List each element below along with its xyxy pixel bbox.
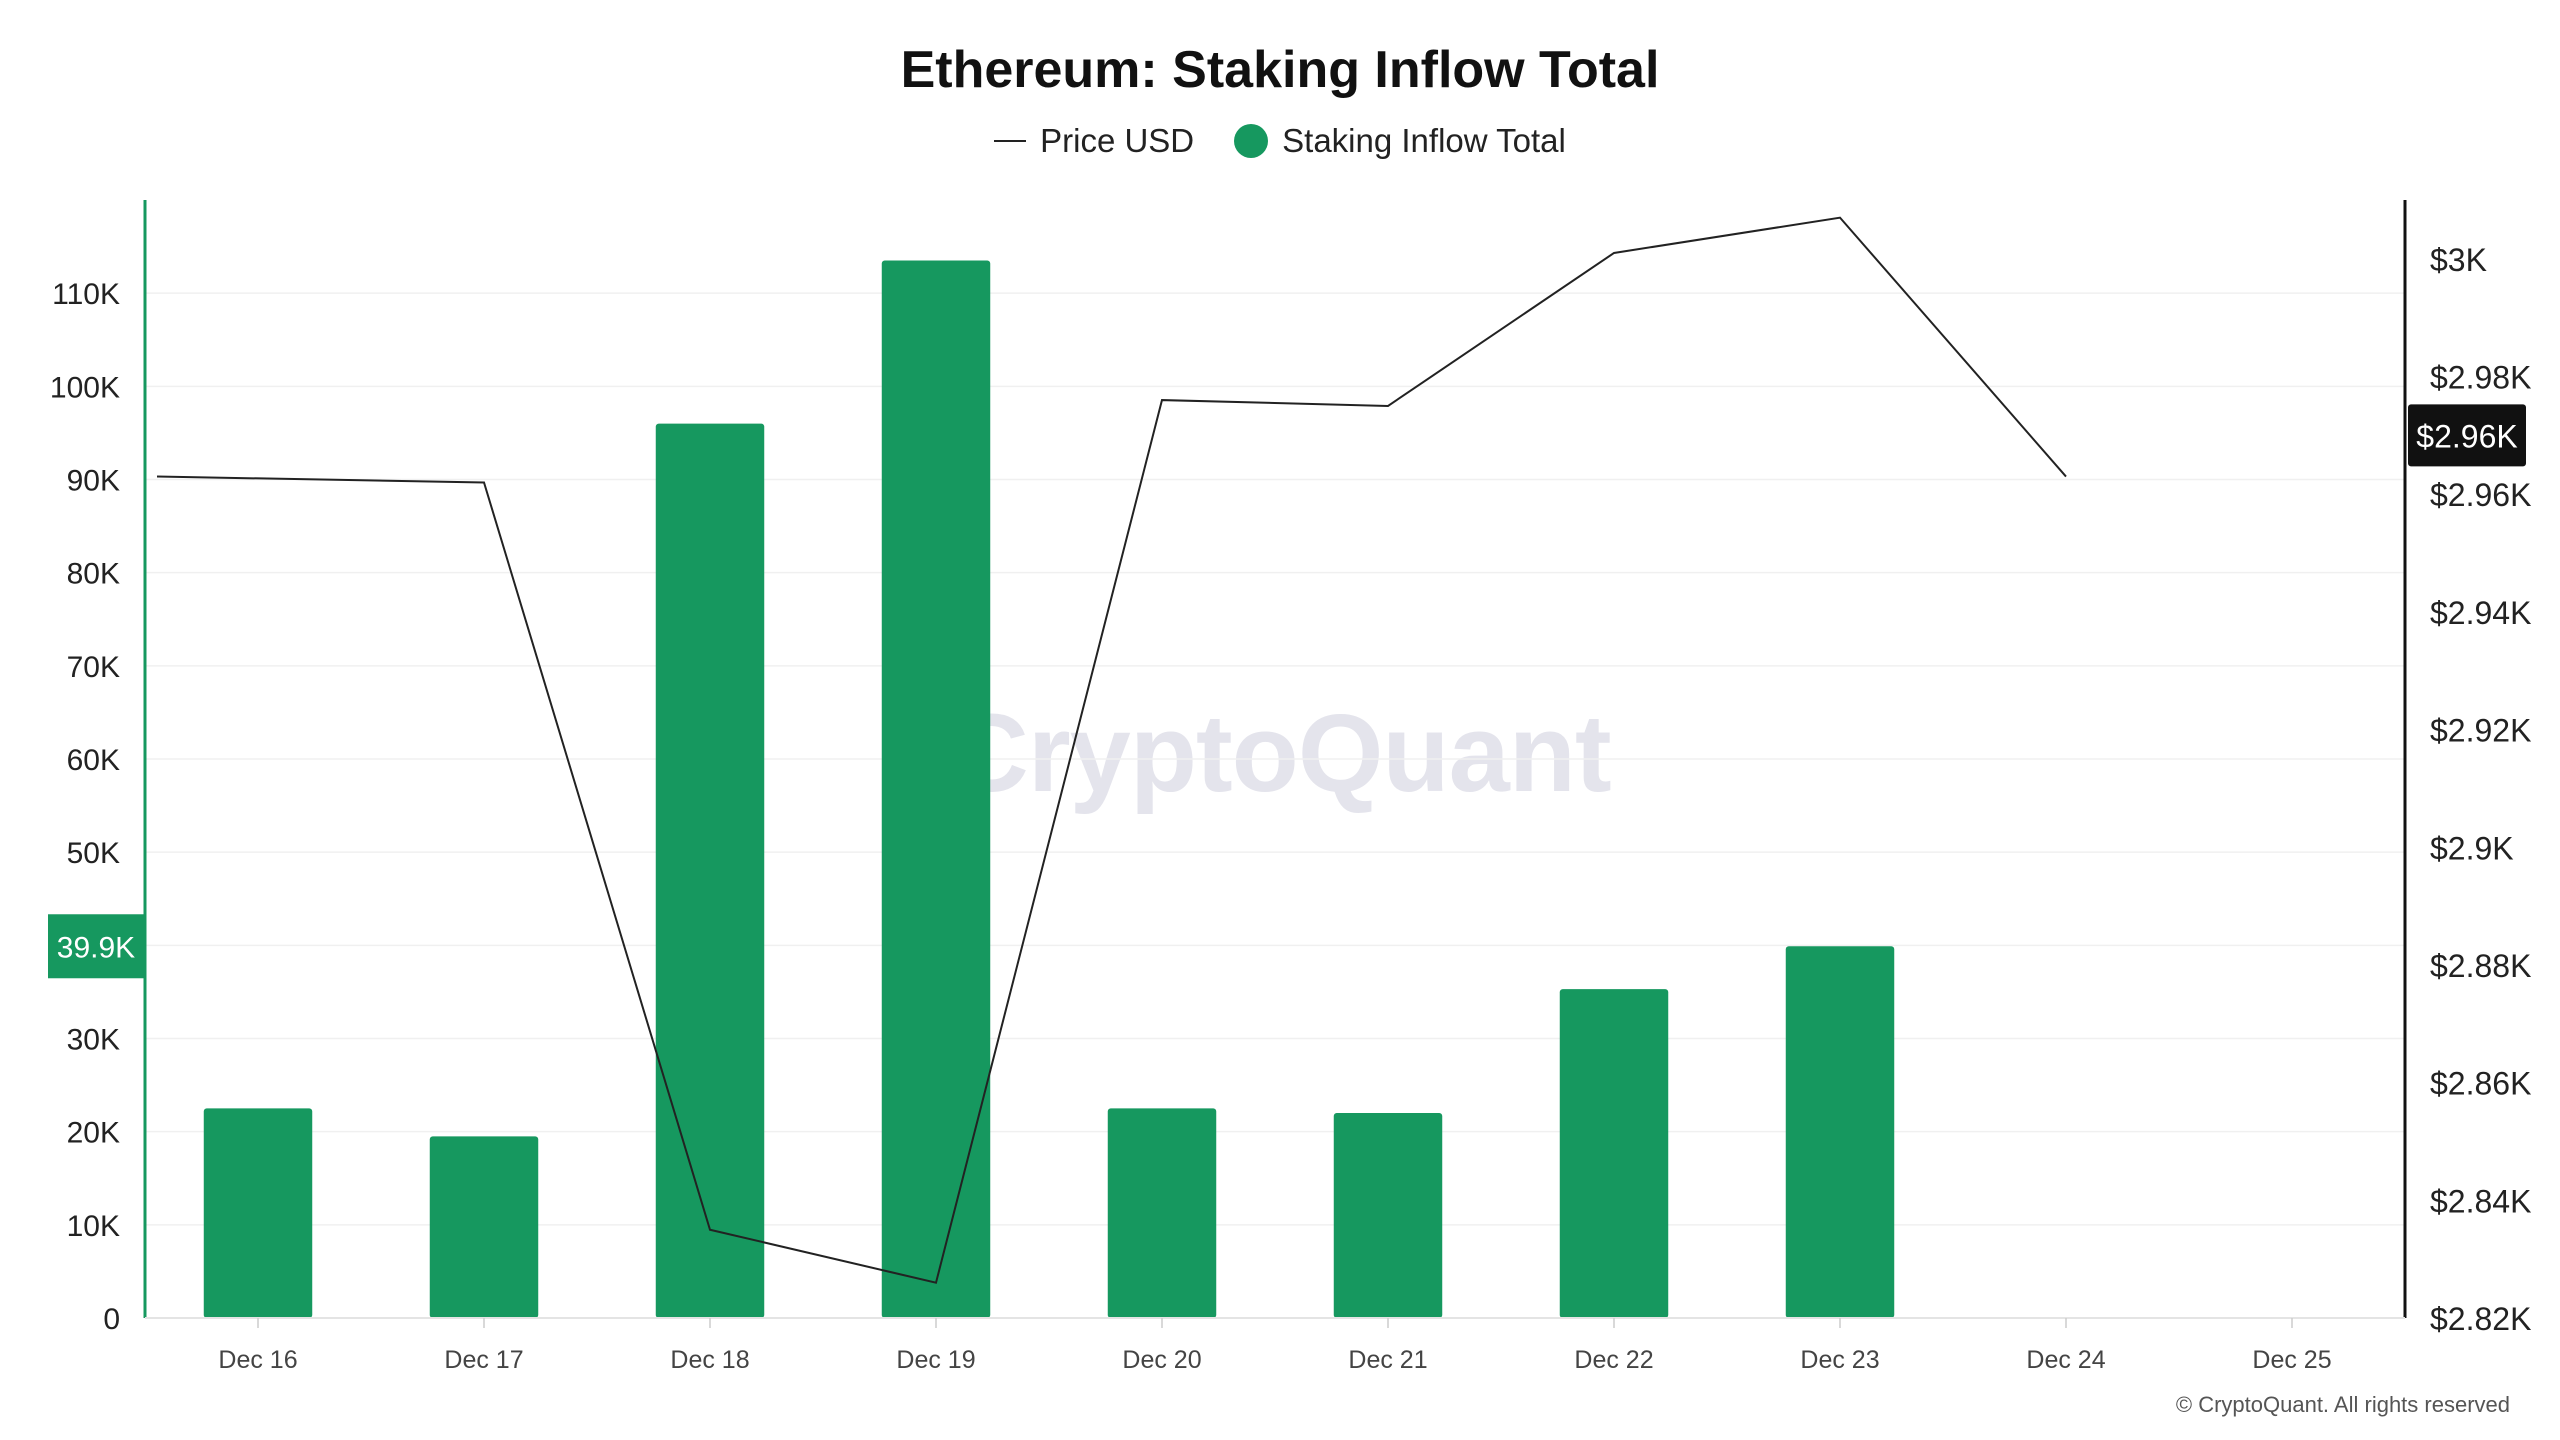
legend-label-staking: Staking Inflow Total <box>1282 122 1566 159</box>
x-tick-label: Dec 22 <box>1574 1346 1653 1374</box>
legend-item-staking[interactable]: Staking Inflow Total <box>1234 122 1566 160</box>
grid-lines <box>145 292 2405 1226</box>
right-tick-label: $2.98K <box>2430 360 2531 396</box>
bar-dec-18[interactable] <box>655 423 765 1319</box>
watermark: CryptoQuant <box>949 692 1611 815</box>
right-axis-ticks: $2.82K $2.84K $2.86K $2.88K $2.9K $2.92K $2.94… <box>2430 242 2531 1337</box>
x-tick-label: Dec 24 <box>2026 1346 2105 1374</box>
x-axis-ticks: Dec 16 Dec 17 Dec 18 Dec 19 Dec 20 Dec 21 Dec … <box>218 1318 2332 1374</box>
right-tick-label: $2.88K <box>2430 948 2531 984</box>
x-tick-label: Dec 18 <box>670 1346 749 1374</box>
axes <box>143 200 2407 1319</box>
left-tick-label: 110K <box>52 278 120 311</box>
x-tick-label: Dec 16 <box>218 1346 297 1374</box>
right-value-badge-text: $2.96K <box>2416 418 2517 454</box>
left-tick-label: 10K <box>67 1210 120 1243</box>
value-badges: 39.9K $2.96K <box>48 404 2526 979</box>
legend-line-icon <box>994 140 1027 142</box>
left-tick-label: 90K <box>67 465 120 498</box>
right-tick-label: $2.86K <box>2430 1066 2531 1102</box>
bar-dec-20[interactable] <box>1107 1108 1217 1318</box>
x-tick-label: Dec 20 <box>1122 1346 1201 1374</box>
chart-legend: Price USD Staking Inflow Total <box>0 122 2560 160</box>
left-value-badge-text: 39.9K <box>57 931 135 964</box>
left-tick-label: 30K <box>67 1024 120 1057</box>
left-tick-label: 20K <box>67 1117 120 1150</box>
legend-dot-icon <box>1234 124 1269 158</box>
bar-dec-19[interactable] <box>881 260 991 1318</box>
right-tick-label: $2.84K <box>2430 1183 2531 1219</box>
copyright-notice: © CryptoQuant. All rights reserved <box>2175 1392 2510 1417</box>
right-tick-label: $2.82K <box>2430 1301 2531 1337</box>
right-tick-label: $2.94K <box>2430 595 2531 631</box>
left-tick-label: 60K <box>67 744 120 777</box>
x-tick-label: Dec 19 <box>896 1346 975 1374</box>
left-tick-label: 70K <box>67 651 120 684</box>
x-tick-label: Dec 23 <box>1800 1346 1879 1374</box>
chart-title: Ethereum: Staking Inflow Total <box>900 41 1660 99</box>
legend-label-price: Price USD <box>1040 122 1195 159</box>
bar-dec-21[interactable] <box>1333 1113 1443 1318</box>
line-series <box>156 216 2067 1284</box>
left-tick-label: 100K <box>50 371 120 404</box>
right-tick-label: $2.92K <box>2430 713 2531 749</box>
legend-item-price[interactable]: Price USD <box>994 122 1194 160</box>
bar-dec-17[interactable] <box>429 1136 539 1318</box>
left-tick-label: 0 <box>103 1303 120 1336</box>
right-tick-label: $2.9K <box>2430 830 2514 866</box>
left-axis-ticks: 0 10K 20K 30K 50K 60K 70K 80K 90K 100K 110K <box>50 278 120 1336</box>
right-tick-label: $2.96K <box>2430 477 2531 513</box>
x-tick-label: Dec 25 <box>2252 1346 2331 1374</box>
left-tick-label: 50K <box>67 837 120 870</box>
right-tick-label: $3K <box>2430 242 2487 278</box>
right-value-badge <box>2408 404 2526 467</box>
bar-dec-16[interactable] <box>203 1108 313 1318</box>
bar-dec-23[interactable] <box>1785 946 1895 1318</box>
bar-series <box>203 260 1895 1319</box>
x-tick-label: Dec 21 <box>1348 1346 1427 1374</box>
left-tick-label: 80K <box>67 558 120 591</box>
price-line[interactable] <box>156 216 2067 1284</box>
x-tick-label: Dec 17 <box>444 1346 523 1374</box>
left-value-badge <box>48 914 144 979</box>
bar-dec-22[interactable] <box>1559 989 1669 1318</box>
